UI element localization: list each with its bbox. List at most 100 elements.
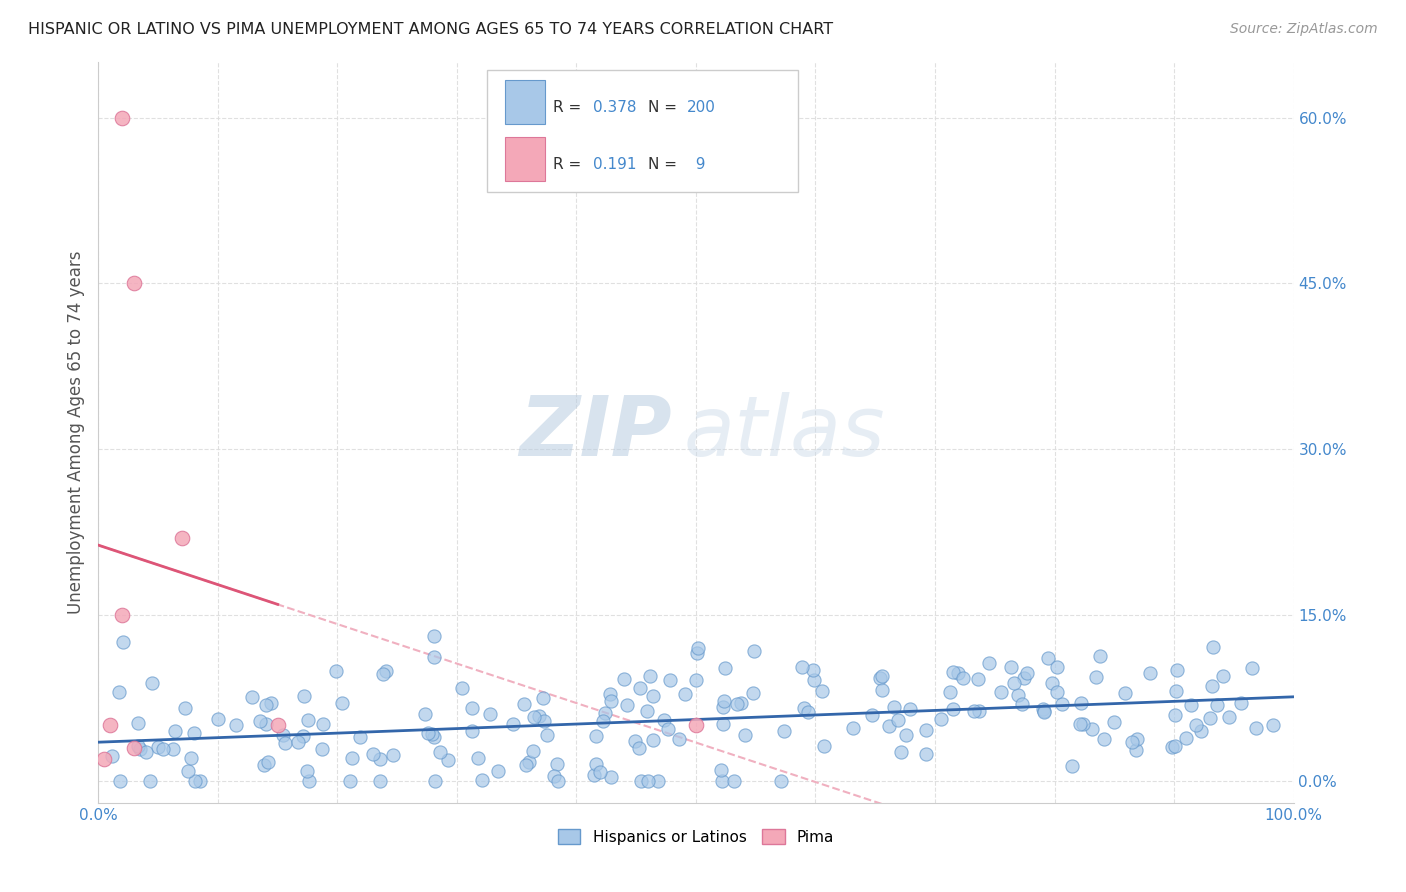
Point [790, 659, 813, 673]
Point [1114, 685, 1136, 699]
Point [772, 723, 794, 738]
Point [254, 717, 277, 731]
Point [593, 706, 616, 720]
Point [298, 773, 321, 788]
Point [979, 656, 1001, 670]
Point [624, 734, 647, 748]
Point [1126, 732, 1149, 747]
Point [1032, 704, 1054, 718]
Point [894, 728, 917, 742]
Point [741, 686, 763, 700]
Text: R =: R = [553, 101, 586, 115]
Point [637, 773, 659, 788]
Text: R =: R = [553, 157, 586, 171]
Point [382, 747, 405, 762]
Point [929, 712, 952, 726]
Point [349, 731, 371, 745]
Point [723, 773, 745, 788]
Point [942, 702, 965, 716]
Point [111, 607, 134, 622]
Text: N =: N = [648, 101, 682, 115]
Point [710, 763, 733, 777]
Point [711, 717, 734, 731]
Point [146, 739, 169, 754]
Point [685, 673, 707, 687]
Point [613, 673, 636, 687]
Point [1218, 710, 1240, 724]
Point [536, 728, 558, 742]
Point [253, 757, 276, 772]
Point [1121, 735, 1143, 749]
Point [180, 751, 202, 765]
Point [461, 701, 484, 715]
Text: atlas: atlas [685, 392, 886, 473]
Point [1084, 670, 1107, 684]
Point [725, 697, 748, 711]
Point [1012, 671, 1035, 685]
Point [139, 773, 162, 788]
Point [1206, 698, 1229, 712]
Point [1201, 679, 1223, 693]
Point [488, 764, 510, 778]
Point [340, 750, 363, 764]
Point [531, 691, 554, 706]
Point [652, 713, 675, 727]
Point [513, 697, 536, 711]
Point [1199, 711, 1222, 725]
Point [583, 768, 606, 782]
Point [1070, 696, 1092, 710]
Point [1045, 684, 1067, 698]
Text: 0.378: 0.378 [593, 101, 637, 115]
Point [1244, 721, 1267, 735]
Point [1161, 739, 1184, 754]
Point [1139, 666, 1161, 681]
Point [547, 773, 569, 788]
Point [1092, 731, 1115, 746]
Point [939, 685, 962, 699]
Text: 200: 200 [686, 101, 716, 115]
Point [124, 740, 146, 755]
Text: Source: ZipAtlas.com: Source: ZipAtlas.com [1230, 22, 1378, 37]
Point [1011, 698, 1033, 712]
Text: HISPANIC OR LATINO VS PIMA UNEMPLOYMENT AMONG AGES 65 TO 74 YEARS CORRELATION CH: HISPANIC OR LATINO VS PIMA UNEMPLOYMENT … [28, 22, 834, 37]
Point [297, 764, 319, 778]
Legend: Hispanics or Latinos, Pima: Hispanics or Latinos, Pima [551, 822, 841, 851]
Point [1052, 697, 1074, 711]
Point [1069, 716, 1091, 731]
Point [801, 663, 824, 677]
Point [1002, 675, 1025, 690]
Point [641, 689, 664, 703]
Point [1032, 702, 1054, 716]
Point [173, 701, 195, 715]
Point [637, 704, 659, 718]
Text: ZIP: ZIP [519, 392, 672, 473]
Point [124, 277, 146, 291]
Point [546, 756, 568, 771]
Point [1071, 717, 1094, 731]
Point [887, 713, 910, 727]
Point [877, 719, 900, 733]
Point [1090, 648, 1112, 663]
Point [267, 718, 290, 732]
Point [1164, 684, 1187, 698]
Point [1180, 698, 1202, 712]
Point [967, 705, 990, 719]
Point [793, 701, 815, 715]
Point [515, 758, 537, 772]
Point [423, 629, 446, 643]
Point [479, 707, 502, 722]
Point [127, 739, 149, 754]
Point [257, 755, 280, 769]
Point [628, 681, 651, 695]
Point [183, 726, 205, 740]
Point [368, 773, 391, 788]
Point [1164, 739, 1187, 754]
Point [898, 701, 921, 715]
Point [1036, 650, 1059, 665]
Point [1241, 661, 1264, 675]
Point [813, 739, 835, 754]
Point [1045, 660, 1067, 674]
Point [423, 773, 446, 788]
Point [467, 751, 489, 765]
Point [111, 111, 134, 125]
